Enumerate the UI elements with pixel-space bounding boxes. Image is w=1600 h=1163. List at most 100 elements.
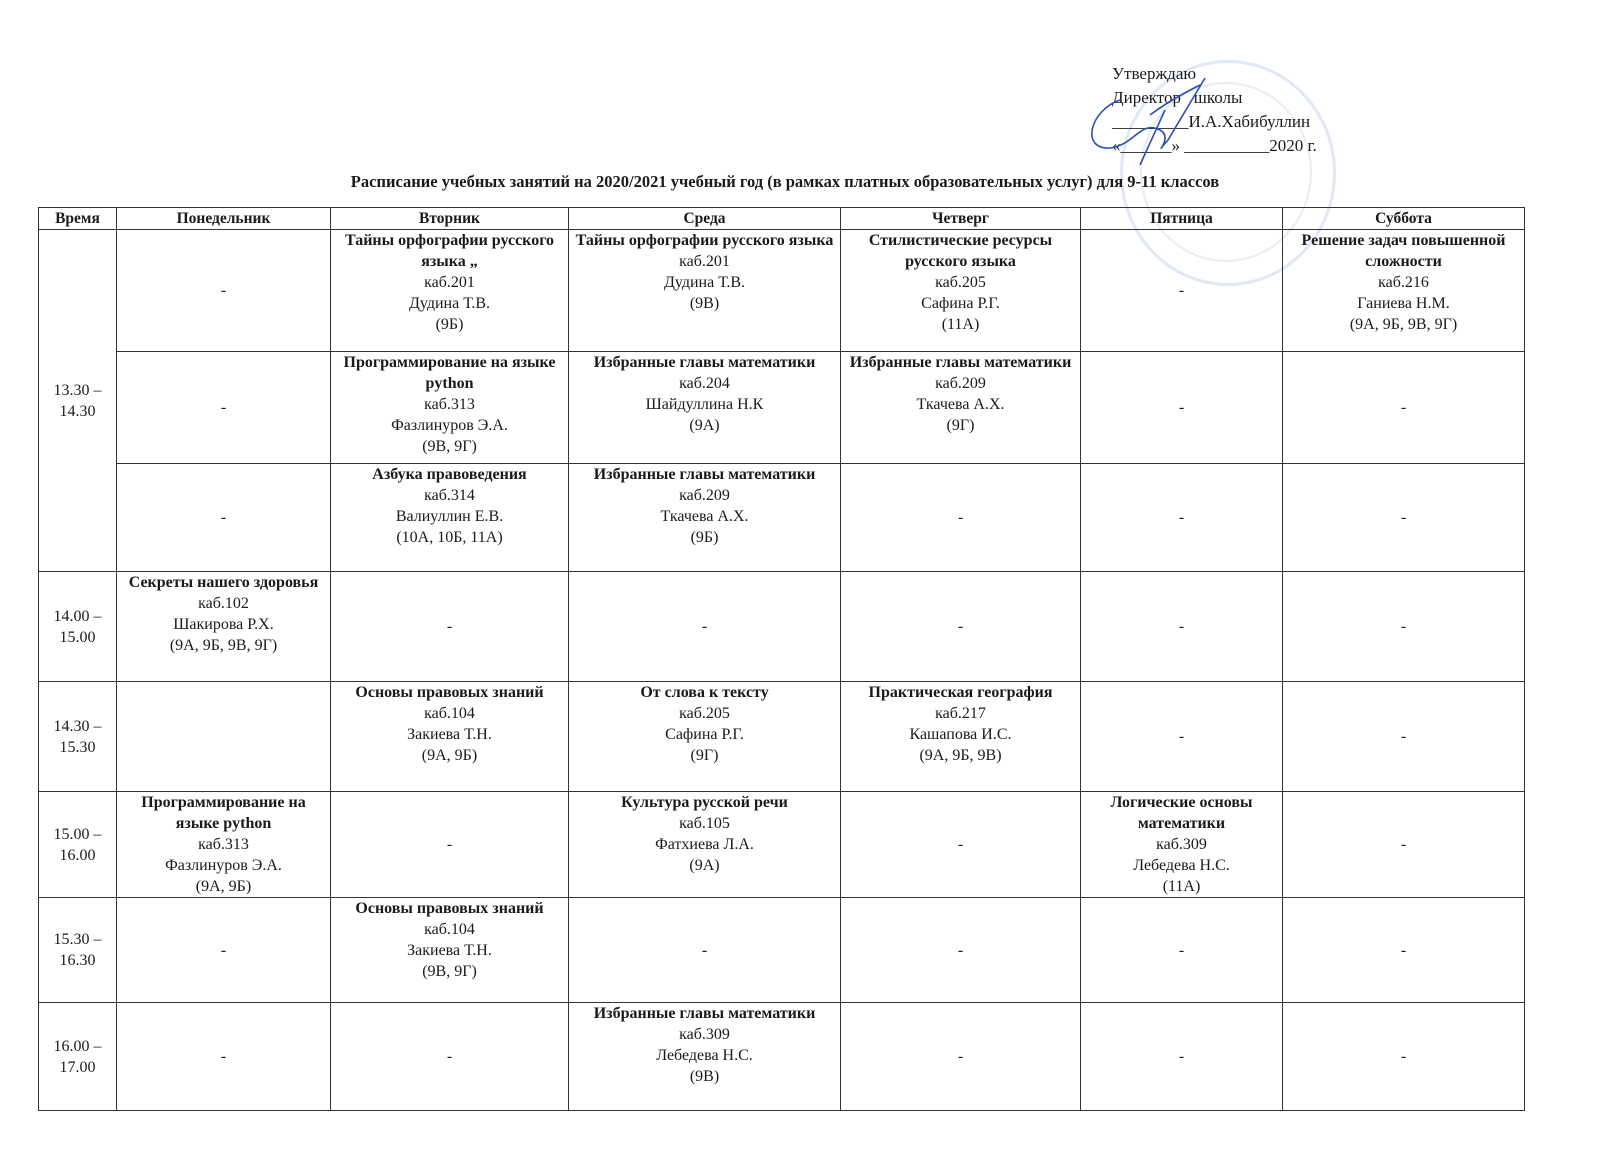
lesson-title: Программирование на языке python xyxy=(343,354,556,392)
empty-slot-friday: - xyxy=(1080,463,1283,572)
lesson-cell-thursday: Стилистические ресурсы русского языка каб… xyxy=(840,229,1081,352)
room-number: каб.205 xyxy=(679,705,730,722)
lesson-title: Программирование на языке python xyxy=(141,794,306,832)
class-list: (9В) xyxy=(689,295,720,312)
room-number: каб.309 xyxy=(1156,836,1207,853)
time-cell: 14.30 – 15.30 xyxy=(38,681,117,792)
lesson-cell-wednesday: Избранные главы математики каб.309 Лебедев… xyxy=(568,1002,841,1111)
class-list: (9А, 9Б, 9В) xyxy=(919,747,1002,764)
lesson-title: Избранные главы математики xyxy=(593,466,816,483)
lesson-cell-thursday: Практическая география каб.217 Кашапова И.… xyxy=(840,681,1081,792)
lesson-cell-tuesday: Основы правовых знаний каб.104 Закиева Т.Н… xyxy=(330,681,569,792)
time-cell: 15.00 – 16.00 xyxy=(38,791,117,898)
class-list: (9А, 9Б) xyxy=(195,878,252,895)
column-header-wednesday: Среда xyxy=(568,207,841,230)
schedule-table: Время Понедельник Вторник Среда Четверг Пятни… xyxy=(38,207,1525,1111)
teacher-name: Ганиева Н.М. xyxy=(1357,295,1450,312)
room-number: каб.205 xyxy=(935,274,986,291)
empty-slot-monday: - xyxy=(116,351,331,464)
class-list: (9А, 9Б, 9В, 9Г) xyxy=(169,637,278,654)
empty-slot-monday: - xyxy=(116,1002,331,1111)
lesson-title: Основы правовых знаний xyxy=(355,900,544,917)
empty-slot-friday: - xyxy=(1080,571,1283,682)
lesson-title: Избранные главы математики xyxy=(849,354,1072,371)
empty-slot-saturday: - xyxy=(1282,351,1525,464)
blank-slot-monday xyxy=(116,681,331,792)
empty-slot-tuesday: - xyxy=(330,571,569,682)
lesson-cell-saturday: Решение задач повышенной сложности каб.21… xyxy=(1282,229,1525,352)
empty-slot-monday: - xyxy=(116,463,331,572)
column-header-tuesday: Вторник xyxy=(330,207,569,230)
lesson-cell-monday: Программирование на языке python каб.313 Ф… xyxy=(116,791,331,898)
column-header-friday: Пятница xyxy=(1080,207,1283,230)
lesson-title: Азбука правоведения xyxy=(372,466,527,483)
column-header-time: Время xyxy=(38,207,117,230)
room-number: каб.105 xyxy=(679,815,730,832)
lesson-cell-tuesday: Азбука правоведения каб.314 Валиуллин Е.В.… xyxy=(330,463,569,572)
lesson-title: Тайны орфографии русского языка xyxy=(575,232,834,249)
column-header-saturday: Суббота xyxy=(1282,207,1525,230)
empty-slot-monday: - xyxy=(116,897,331,1003)
class-list: (9В) xyxy=(689,1068,720,1085)
teacher-name: Сафина Р.Г. xyxy=(665,726,744,743)
lesson-cell-tuesday: Программирование на языке python каб.313 Ф… xyxy=(330,351,569,464)
room-number: каб.313 xyxy=(424,396,475,413)
lesson-title: Избранные главы математики xyxy=(593,354,816,371)
approval-line: Утверждаю xyxy=(1112,64,1197,83)
teacher-name: Сафина Р.Г. xyxy=(921,295,1000,312)
header-row: Время Понедельник Вторник Среда Четверг Пятни… xyxy=(38,207,1525,230)
empty-slot-friday: - xyxy=(1080,229,1283,352)
room-number: каб.216 xyxy=(1378,274,1429,291)
empty-slot-friday: - xyxy=(1080,897,1283,1003)
class-list: (11А) xyxy=(941,316,980,333)
lesson-title: От слова к тексту xyxy=(640,684,769,701)
teacher-name: Шайдуллина Н.К xyxy=(645,396,764,413)
empty-slot-saturday: - xyxy=(1282,681,1525,792)
approval-block: Утверждаю Директор школы _________И.А.Ха… xyxy=(1112,62,1317,158)
class-list: (9Б) xyxy=(690,529,719,546)
empty-slot-wednesday: - xyxy=(568,897,841,1003)
empty-slot-thursday: - xyxy=(840,1002,1081,1111)
signature xyxy=(1091,77,1206,166)
teacher-name: Фатхиева Л.А. xyxy=(655,836,754,853)
room-number: каб.309 xyxy=(679,1026,730,1043)
time-cell: 15.30 – 16.30 xyxy=(38,897,117,1003)
room-number: каб.209 xyxy=(679,487,730,504)
empty-slot-friday: - xyxy=(1080,1002,1283,1111)
lesson-cell-thursday: Избранные главы математики каб.209 Ткачева… xyxy=(840,351,1081,464)
table-row: - Азбука правоведения каб.314 Валиуллин Е.В… xyxy=(39,463,1525,572)
class-list: (9Г) xyxy=(946,417,975,434)
lesson-cell-tuesday: Основы правовых знаний каб.104 Закиева Т.Н… xyxy=(330,897,569,1003)
lesson-cell-wednesday: Избранные главы математики каб.204 Шайдулл… xyxy=(568,351,841,464)
table-row: 14.30 – 15.30 Основы правовых знаний каб.1… xyxy=(38,681,1525,792)
lesson-title: Логические основы математики xyxy=(1110,794,1253,832)
empty-slot-friday: - xyxy=(1080,351,1283,464)
empty-slot-saturday: - xyxy=(1282,1002,1525,1111)
lesson-cell-wednesday: От слова к тексту каб.205 Сафина Р.Г. (9Г) xyxy=(568,681,841,792)
room-number: каб.314 xyxy=(424,487,475,504)
table-row: 14.00 – 15.00 Секреты нашего здоровья каб.… xyxy=(38,571,1525,682)
room-number: каб.313 xyxy=(198,836,249,853)
lesson-cell-wednesday: Тайны орфографии русского языка каб.201 Ду… xyxy=(568,229,841,352)
room-number: каб.104 xyxy=(424,705,475,722)
lesson-cell-wednesday: Культура русской речи каб.105 Фатхиева Л.А… xyxy=(568,791,841,898)
director-line: Директор школы xyxy=(1112,88,1243,107)
table-row: 15.30 – 16.30- Основы правовых знаний каб.… xyxy=(38,897,1525,1003)
teacher-name: Фазлинуров Э.А. xyxy=(165,857,282,874)
empty-slot-tuesday: - xyxy=(330,791,569,898)
lesson-title: Решение задач повышенной сложности xyxy=(1301,232,1506,270)
document-title: Расписание учебных занятий на 2020/2021 … xyxy=(350,172,1220,191)
empty-slot-saturday: - xyxy=(1282,571,1525,682)
teacher-name: Дудина Т.В. xyxy=(663,274,746,291)
teacher-name: Дудина Т.В. xyxy=(408,295,491,312)
empty-slot-monday: - xyxy=(116,229,331,352)
class-list: (9А) xyxy=(689,417,720,434)
class-list: (11А) xyxy=(1162,878,1201,895)
class-list: (9В, 9Г) xyxy=(422,438,477,455)
room-number: каб.104 xyxy=(424,921,475,938)
teacher-name: Ткачева А.Х. xyxy=(916,396,1005,413)
empty-slot-thursday: - xyxy=(840,791,1081,898)
lesson-title: Культура русской речи xyxy=(621,794,788,811)
room-number: каб.204 xyxy=(679,375,730,392)
teacher-name: Кашапова И.С. xyxy=(909,726,1012,743)
